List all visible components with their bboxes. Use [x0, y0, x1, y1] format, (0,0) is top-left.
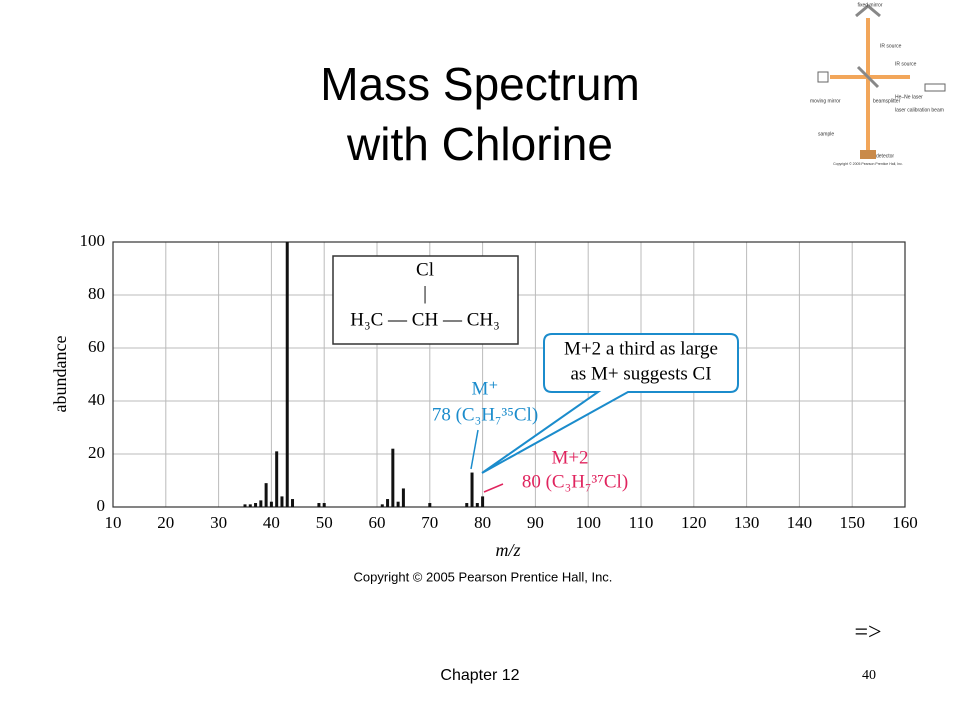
- inset-label: moving mirror: [810, 98, 841, 104]
- x-tick-label: 40: [263, 513, 280, 532]
- bar: [465, 503, 469, 507]
- plot-frame: [112, 241, 906, 508]
- mirror: [817, 71, 829, 83]
- x-tick-label: 120: [681, 513, 707, 532]
- bar: [285, 242, 289, 507]
- x-tick-label: 30: [210, 513, 227, 532]
- callout-bubble: [481, 333, 739, 474]
- inset-label: IR source: [880, 43, 902, 49]
- inset-label: sample: [818, 131, 834, 137]
- fixed-mirror: [855, 4, 881, 18]
- inset-label: detector: [876, 153, 894, 159]
- bar: [386, 499, 390, 507]
- callout-text: M+2 a third as large: [564, 338, 718, 359]
- x-tick-label: 100: [575, 513, 601, 532]
- x-tick-label: 160: [892, 513, 918, 532]
- bar: [401, 488, 405, 507]
- footer-left: Chapter 12: [440, 667, 519, 684]
- y-tick-label: 80: [88, 284, 105, 303]
- y-tick-label: 40: [88, 390, 105, 409]
- inset-copyright: Copyright © 2005 Pearson Prentice Hall, …: [833, 162, 903, 166]
- x-tick-label: 10: [105, 513, 122, 532]
- bar: [380, 504, 384, 507]
- bar: [470, 472, 474, 507]
- chart-copyright: Copyright © 2005 Pearson Prentice Hall, …: [354, 569, 613, 584]
- annotation: 78 (C₃H₇³⁵Cl): [432, 404, 538, 425]
- bar: [248, 504, 252, 507]
- bar: [475, 503, 479, 507]
- structure-text: H₃C — CH — CH₃: [350, 309, 499, 330]
- bar: [243, 504, 247, 507]
- inset-label: He–Ne laser: [895, 94, 923, 100]
- x-tick-label: 90: [527, 513, 544, 532]
- bar: [481, 496, 485, 507]
- x-tick-label: 50: [316, 513, 333, 532]
- callout-text: as M+ suggests CI: [570, 363, 711, 384]
- bar: [291, 499, 295, 507]
- laser: [924, 83, 946, 92]
- x-tick-label: 150: [839, 513, 865, 532]
- bar: [322, 503, 326, 507]
- bar: [259, 500, 263, 507]
- inset-label: laser calibration beam: [895, 107, 944, 113]
- y-tick-label: 100: [80, 231, 106, 250]
- structure-text: |: [423, 283, 427, 304]
- annotation-leader: [483, 483, 504, 493]
- bar: [275, 451, 279, 507]
- annotation-leader: [470, 429, 479, 470]
- bar: [391, 448, 395, 507]
- structure-text: Cl: [416, 259, 434, 280]
- y-axis-label: abundance: [50, 336, 70, 413]
- annotation: M+2: [551, 447, 588, 468]
- next-marker: =>: [854, 620, 881, 646]
- inset-label: fixed mirror: [857, 2, 882, 8]
- y-tick-label: 60: [88, 337, 105, 356]
- detector: [860, 150, 876, 159]
- y-tick-label: 0: [97, 496, 106, 515]
- bar: [254, 503, 258, 507]
- x-tick-label: 130: [734, 513, 760, 532]
- x-tick-label: 20: [157, 513, 174, 532]
- bar: [396, 501, 400, 507]
- inset-label: beamsplitter: [873, 98, 901, 104]
- slide-title: Mass Spectrum: [320, 58, 640, 110]
- bar: [264, 483, 268, 507]
- page-number: 40: [862, 668, 876, 683]
- bar: [428, 503, 432, 507]
- slide-title: with Chlorine: [346, 118, 613, 170]
- x-tick-label: 60: [369, 513, 386, 532]
- annotation: 80 (C₃H₇³⁷Cl): [522, 471, 628, 492]
- inset-diagram: [812, 2, 946, 168]
- annotation: M⁺: [472, 378, 499, 399]
- x-tick-label: 110: [629, 513, 654, 532]
- x-tick-label: 70: [421, 513, 438, 532]
- x-axis-label: m/z: [495, 540, 520, 560]
- x-tick-label: 80: [474, 513, 491, 532]
- beamsplitter: [856, 65, 880, 89]
- bar: [280, 496, 284, 507]
- y-tick-label: 20: [88, 443, 105, 462]
- bar: [269, 501, 273, 507]
- x-tick-label: 140: [787, 513, 813, 532]
- inset-label: IR source: [895, 61, 917, 67]
- bar: [317, 503, 321, 507]
- structure-box: [332, 255, 519, 345]
